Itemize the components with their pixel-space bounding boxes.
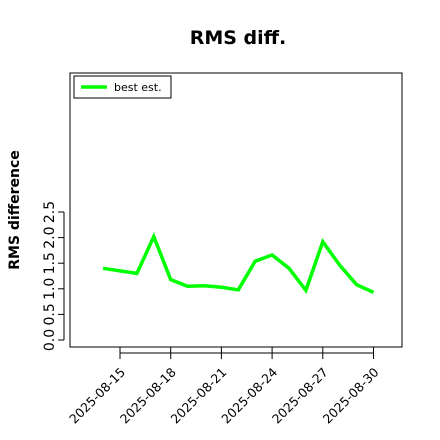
series-layer bbox=[102, 232, 375, 294]
y-tick-label: 2.5 bbox=[42, 201, 58, 223]
y-axis: 0.0 0.5 1.0 1.5 2.0 2.5 bbox=[42, 201, 65, 351]
series-line bbox=[102, 232, 375, 294]
y-tick-label: 0.5 bbox=[42, 303, 58, 325]
chart-title: RMS diff. bbox=[190, 27, 287, 49]
x-axis: 2025-08-152025-08-182025-08-212025-08-24… bbox=[66, 347, 382, 426]
y-axis-label: RMS difference bbox=[7, 150, 23, 270]
y-tick-label: 1.0 bbox=[42, 278, 58, 300]
y-tick-label: 1.5 bbox=[42, 252, 58, 274]
legend-box bbox=[73, 75, 172, 99]
y-tick-label: 2.0 bbox=[42, 226, 58, 248]
plot-area-frame bbox=[69, 72, 403, 348]
y-tick-label: 0.0 bbox=[42, 329, 58, 351]
legend: best est. bbox=[73, 75, 172, 99]
legend-label: best est. bbox=[114, 81, 162, 94]
